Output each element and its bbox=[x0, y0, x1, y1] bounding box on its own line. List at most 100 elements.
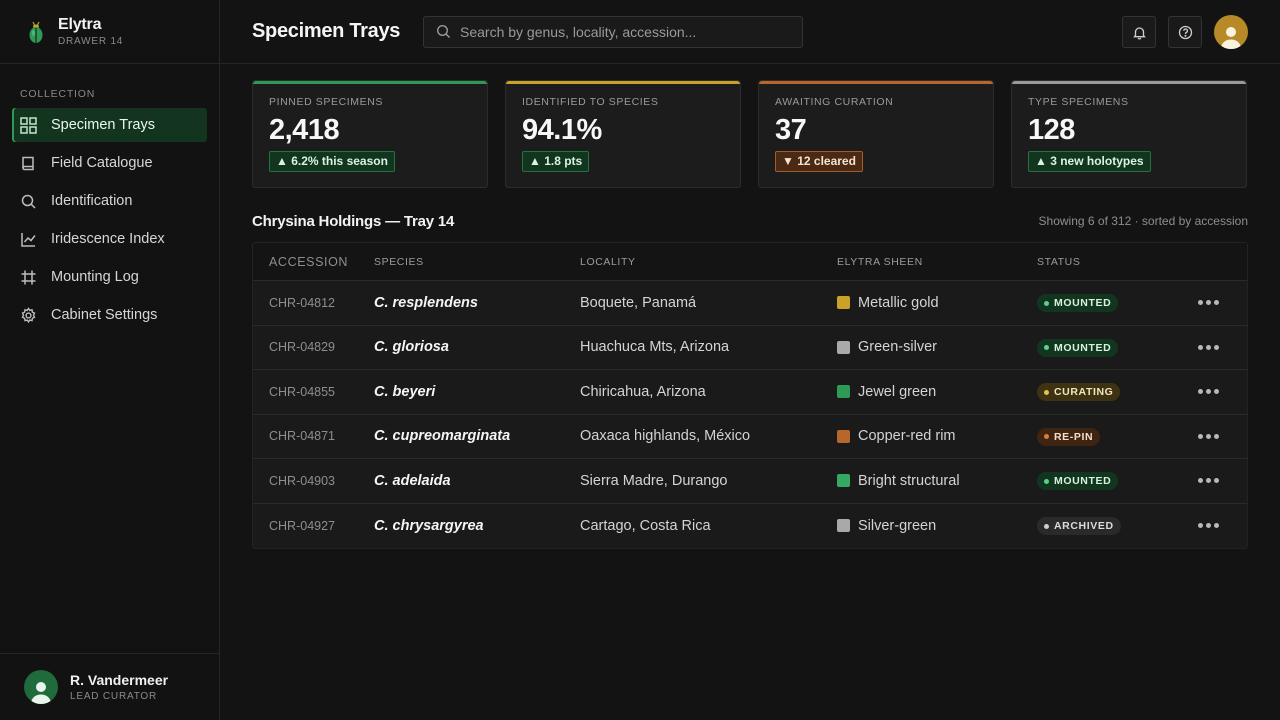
stat-card[interactable]: PINNED SPECIMENS 2,418 ▲ 6.2% this season bbox=[252, 80, 488, 188]
status-dot bbox=[1044, 300, 1049, 306]
person-icon bbox=[1221, 27, 1241, 49]
column-header-status[interactable]: STATUS bbox=[1037, 255, 1081, 268]
bell-icon bbox=[1132, 26, 1146, 40]
stat-value: 128 bbox=[1028, 114, 1075, 146]
status-cell: MOUNTED bbox=[1037, 472, 1167, 490]
stat-card[interactable]: AWAITING CURATION 37 ▼ 12 cleared bbox=[758, 80, 994, 188]
status-label: MOUNTED bbox=[1054, 475, 1112, 487]
sheen-cell: Silver-green bbox=[837, 518, 1037, 534]
more-options-icon[interactable] bbox=[1194, 296, 1223, 309]
stat-value: 37 bbox=[775, 114, 807, 146]
search-icon bbox=[21, 194, 36, 209]
row-actions bbox=[1167, 341, 1239, 354]
column-header-accession[interactable]: ACCESSION bbox=[269, 254, 349, 269]
status-badge: RE-PIN bbox=[1037, 427, 1101, 446]
sheen-label: Metallic gold bbox=[858, 294, 939, 311]
stat-label: PINNED SPECIMENS bbox=[269, 96, 384, 108]
more-options-icon[interactable] bbox=[1194, 474, 1223, 487]
status-dot bbox=[1044, 345, 1049, 350]
more-options-icon[interactable] bbox=[1194, 341, 1223, 354]
row-actions bbox=[1167, 519, 1239, 532]
table-header-bar: Chrysina Holdings — Tray 14 Showing 6 of… bbox=[220, 212, 1280, 230]
sheen-swatch bbox=[837, 340, 850, 354]
stat-label: AWAITING CURATION bbox=[775, 96, 894, 108]
account-avatar[interactable] bbox=[1214, 15, 1248, 49]
sheen-label: Green-silver bbox=[858, 339, 937, 356]
search-box[interactable] bbox=[423, 15, 803, 48]
table-row[interactable]: CHR-04829 C. gloriosa Huachuca Mts, Arizon… bbox=[253, 326, 1247, 370]
species-cell: C. gloriosa bbox=[374, 339, 449, 356]
table-meta: Showing 6 of 312 · sorted by accession bbox=[1038, 214, 1248, 228]
locality-cell: Oaxaca highlands, México bbox=[580, 428, 751, 445]
nav-section-label: COLLECTION bbox=[20, 88, 96, 100]
sheen-swatch bbox=[837, 385, 850, 399]
row-actions bbox=[1167, 385, 1239, 398]
status-badge: CURATING bbox=[1037, 383, 1121, 401]
sidebar-item-field-catalogue[interactable]: Field Catalogue bbox=[12, 146, 207, 180]
column-header-locality[interactable]: LOCALITY bbox=[580, 255, 636, 268]
stat-label: TYPE SPECIMENS bbox=[1028, 96, 1129, 108]
page-title: Specimen Trays bbox=[252, 20, 401, 42]
stat-delta-badge: ▼ 12 cleared bbox=[775, 151, 863, 172]
species-cell: C. cupreomarginata bbox=[374, 428, 511, 445]
search-icon bbox=[436, 24, 450, 38]
species-cell: C. adelaida bbox=[374, 472, 451, 489]
accession-cell: CHR-04855 bbox=[269, 384, 336, 399]
table-row[interactable]: CHR-04812 C. resplendens Boquete, Panamá Me… bbox=[253, 281, 1247, 326]
top-header: Specimen Trays bbox=[220, 0, 1280, 64]
sidebar-item-iridescence-index[interactable]: Iridescence Index bbox=[12, 222, 207, 256]
gear-icon bbox=[21, 306, 36, 323]
accession-cell: CHR-04871 bbox=[269, 429, 336, 444]
stat-value: 94.1% bbox=[522, 114, 602, 146]
more-options-icon[interactable] bbox=[1194, 430, 1223, 443]
notifications-button[interactable] bbox=[1122, 16, 1156, 48]
sheen-cell: Bright structural bbox=[837, 473, 1037, 489]
species-cell: C. resplendens bbox=[374, 294, 478, 311]
status-cell: ARCHIVED bbox=[1037, 517, 1167, 535]
table-row[interactable]: CHR-04927 C. chrysargyrea Cartago, Costa R… bbox=[253, 504, 1247, 549]
table-row[interactable]: CHR-04903 C. adelaida Sierra Madre, Durang… bbox=[253, 459, 1247, 504]
hash-icon bbox=[21, 270, 36, 284]
stats-row: PINNED SPECIMENS 2,418 ▲ 6.2% this season I… bbox=[220, 64, 1280, 188]
table-title: Chrysina Holdings — Tray 14 bbox=[252, 212, 455, 230]
column-header-species[interactable]: SPECIES bbox=[374, 255, 424, 268]
sheen-label: Copper-red rim bbox=[858, 428, 956, 445]
brand: Elytra DRAWER 14 bbox=[0, 0, 219, 64]
sheen-label: Silver-green bbox=[858, 517, 937, 534]
status-label: RE-PIN bbox=[1054, 430, 1094, 443]
more-options-icon[interactable] bbox=[1194, 385, 1223, 398]
column-header-elytra-sheen[interactable]: ELYTRA SHEEN bbox=[837, 255, 923, 268]
stat-delta-badge: ▲ 6.2% this season bbox=[269, 151, 395, 172]
locality-cell: Sierra Madre, Durango bbox=[580, 472, 728, 489]
book-icon bbox=[22, 156, 34, 170]
species-cell: C. beyeri bbox=[374, 383, 436, 400]
sidebar-item-cabinet-settings[interactable]: Cabinet Settings bbox=[12, 298, 207, 332]
sheen-swatch bbox=[837, 296, 850, 310]
locality-cell: Boquete, Panamá bbox=[580, 294, 697, 311]
beetle-logo-icon bbox=[24, 18, 48, 46]
sheen-cell: Jewel green bbox=[837, 384, 1037, 400]
accession-cell: CHR-04812 bbox=[269, 295, 336, 310]
row-actions bbox=[1167, 296, 1239, 309]
current-user[interactable]: R. Vandermeer LEAD CURATOR bbox=[0, 653, 219, 720]
stat-value: 2,418 bbox=[269, 114, 340, 146]
status-dot bbox=[1044, 478, 1049, 484]
help-button[interactable] bbox=[1168, 16, 1202, 48]
status-badge: ARCHIVED bbox=[1037, 517, 1121, 535]
stat-card[interactable]: IDENTIFIED TO SPECIES 94.1% ▲ 1.8 pts bbox=[505, 80, 741, 188]
accession-cell: CHR-04829 bbox=[269, 340, 336, 355]
sidebar-item-specimen-trays[interactable]: Specimen Trays bbox=[12, 108, 207, 142]
status-badge: MOUNTED bbox=[1037, 472, 1119, 490]
search-input[interactable] bbox=[460, 23, 780, 40]
more-options-icon[interactable] bbox=[1194, 519, 1223, 532]
locality-cell: Cartago, Costa Rica bbox=[580, 517, 711, 534]
sidebar-item-mounting-log[interactable]: Mounting Log bbox=[12, 260, 207, 294]
stat-card[interactable]: TYPE SPECIMENS 128 ▲ 3 new holotypes bbox=[1011, 80, 1247, 188]
status-dot bbox=[1044, 389, 1049, 395]
sidebar-item-identification[interactable]: Identification bbox=[12, 184, 207, 218]
sidebar-item-label: Mounting Log bbox=[51, 269, 139, 285]
table-row[interactable]: CHR-04871 C. cupreomarginata Oaxaca highla… bbox=[253, 415, 1247, 459]
status-cell: MOUNTED bbox=[1037, 294, 1167, 312]
user-avatar bbox=[24, 670, 58, 704]
table-row[interactable]: CHR-04855 C. beyeri Chiricahua, Arizona Jew… bbox=[253, 370, 1247, 415]
